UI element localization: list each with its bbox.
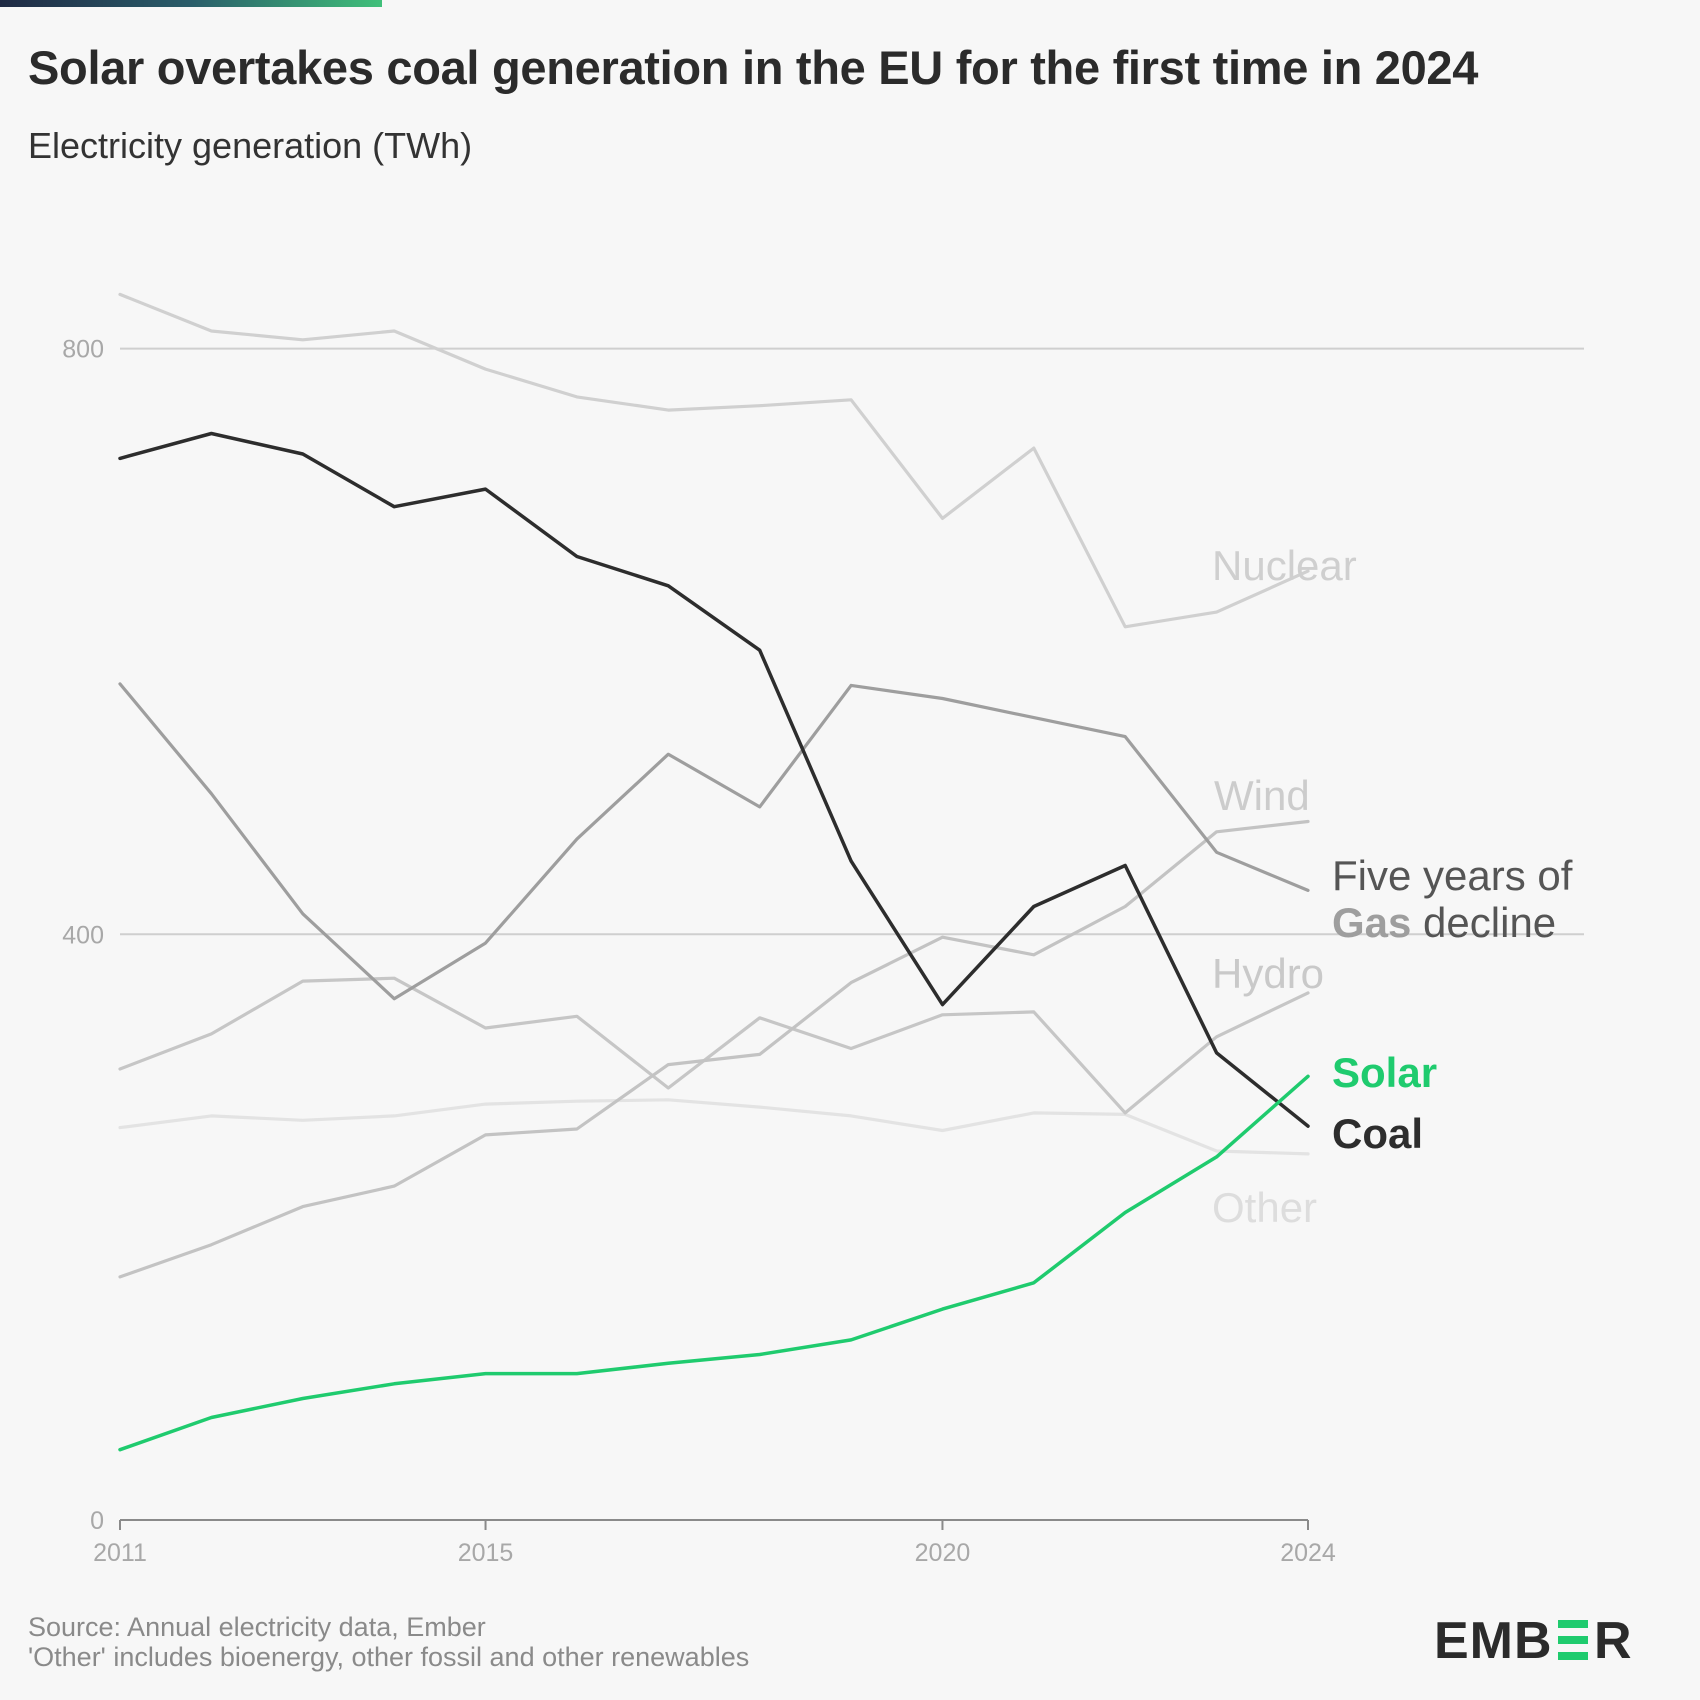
gas-annotation-line1: Five years of xyxy=(1332,852,1573,899)
series-line-gas xyxy=(118,682,1310,1001)
x-tick-label-2020: 2020 xyxy=(915,1539,971,1567)
series-line-hydro xyxy=(118,976,1310,1115)
logo-text-left: EMB xyxy=(1434,1612,1553,1666)
chart-title: Solar overtakes coal generation in the E… xyxy=(28,41,1479,94)
footer: Source: Annual electricity data, Ember '… xyxy=(28,1612,749,1672)
series-lines xyxy=(118,292,1310,1452)
y-tick-label-400: 400 xyxy=(62,921,104,949)
chart-subtitle: Electricity generation (TWh) xyxy=(28,125,473,166)
series-label-hydro: Hydro xyxy=(1212,950,1324,997)
y-tick-label-800: 800 xyxy=(62,336,104,364)
series-line-nuclear xyxy=(118,292,1310,629)
other-note: 'Other' includes bioenergy, other fossil… xyxy=(28,1642,750,1672)
x-tick-label-2024: 2024 xyxy=(1280,1539,1336,1567)
series-labels: Nuclear Other Hydro Wind Coal Solar Five years… xyxy=(1212,542,1573,1231)
gas-annotation-line2: Gas decline xyxy=(1332,899,1556,946)
gas-annotation-rest: decline xyxy=(1411,899,1556,946)
series-label-solar: Solar xyxy=(1332,1049,1437,1096)
source-note: Source: Annual electricity data, Ember xyxy=(28,1612,486,1642)
x-axis: 2011 2015 2020 2024 xyxy=(93,1519,1336,1567)
ember-logo: EMB R xyxy=(1434,1612,1632,1666)
series-line-wind xyxy=(118,819,1310,1279)
logo-e-bar-top xyxy=(1558,1620,1588,1628)
series-line-coal xyxy=(118,431,1310,1128)
series-label-other: Other xyxy=(1212,1184,1317,1231)
x-tick-label-2011: 2011 xyxy=(93,1539,147,1567)
grid-lines xyxy=(120,347,1584,936)
y-axis: 0 400 800 xyxy=(62,336,104,1535)
series-line-other xyxy=(118,1098,1310,1156)
series-label-coal: Coal xyxy=(1332,1110,1423,1157)
gas-annotation-bold: Gas xyxy=(1332,899,1411,946)
logo-e-bar-bottom xyxy=(1558,1652,1588,1660)
x-tick-label-2015: 2015 xyxy=(458,1539,514,1567)
series-line-solar xyxy=(118,1074,1310,1452)
y-tick-label-0: 0 xyxy=(90,1507,104,1535)
accent-bar xyxy=(0,0,382,7)
logo-text-right: R xyxy=(1594,1612,1632,1666)
series-label-wind: Wind xyxy=(1214,772,1310,819)
series-label-nuclear: Nuclear xyxy=(1212,542,1357,589)
logo-e-bar-mid xyxy=(1558,1636,1588,1644)
